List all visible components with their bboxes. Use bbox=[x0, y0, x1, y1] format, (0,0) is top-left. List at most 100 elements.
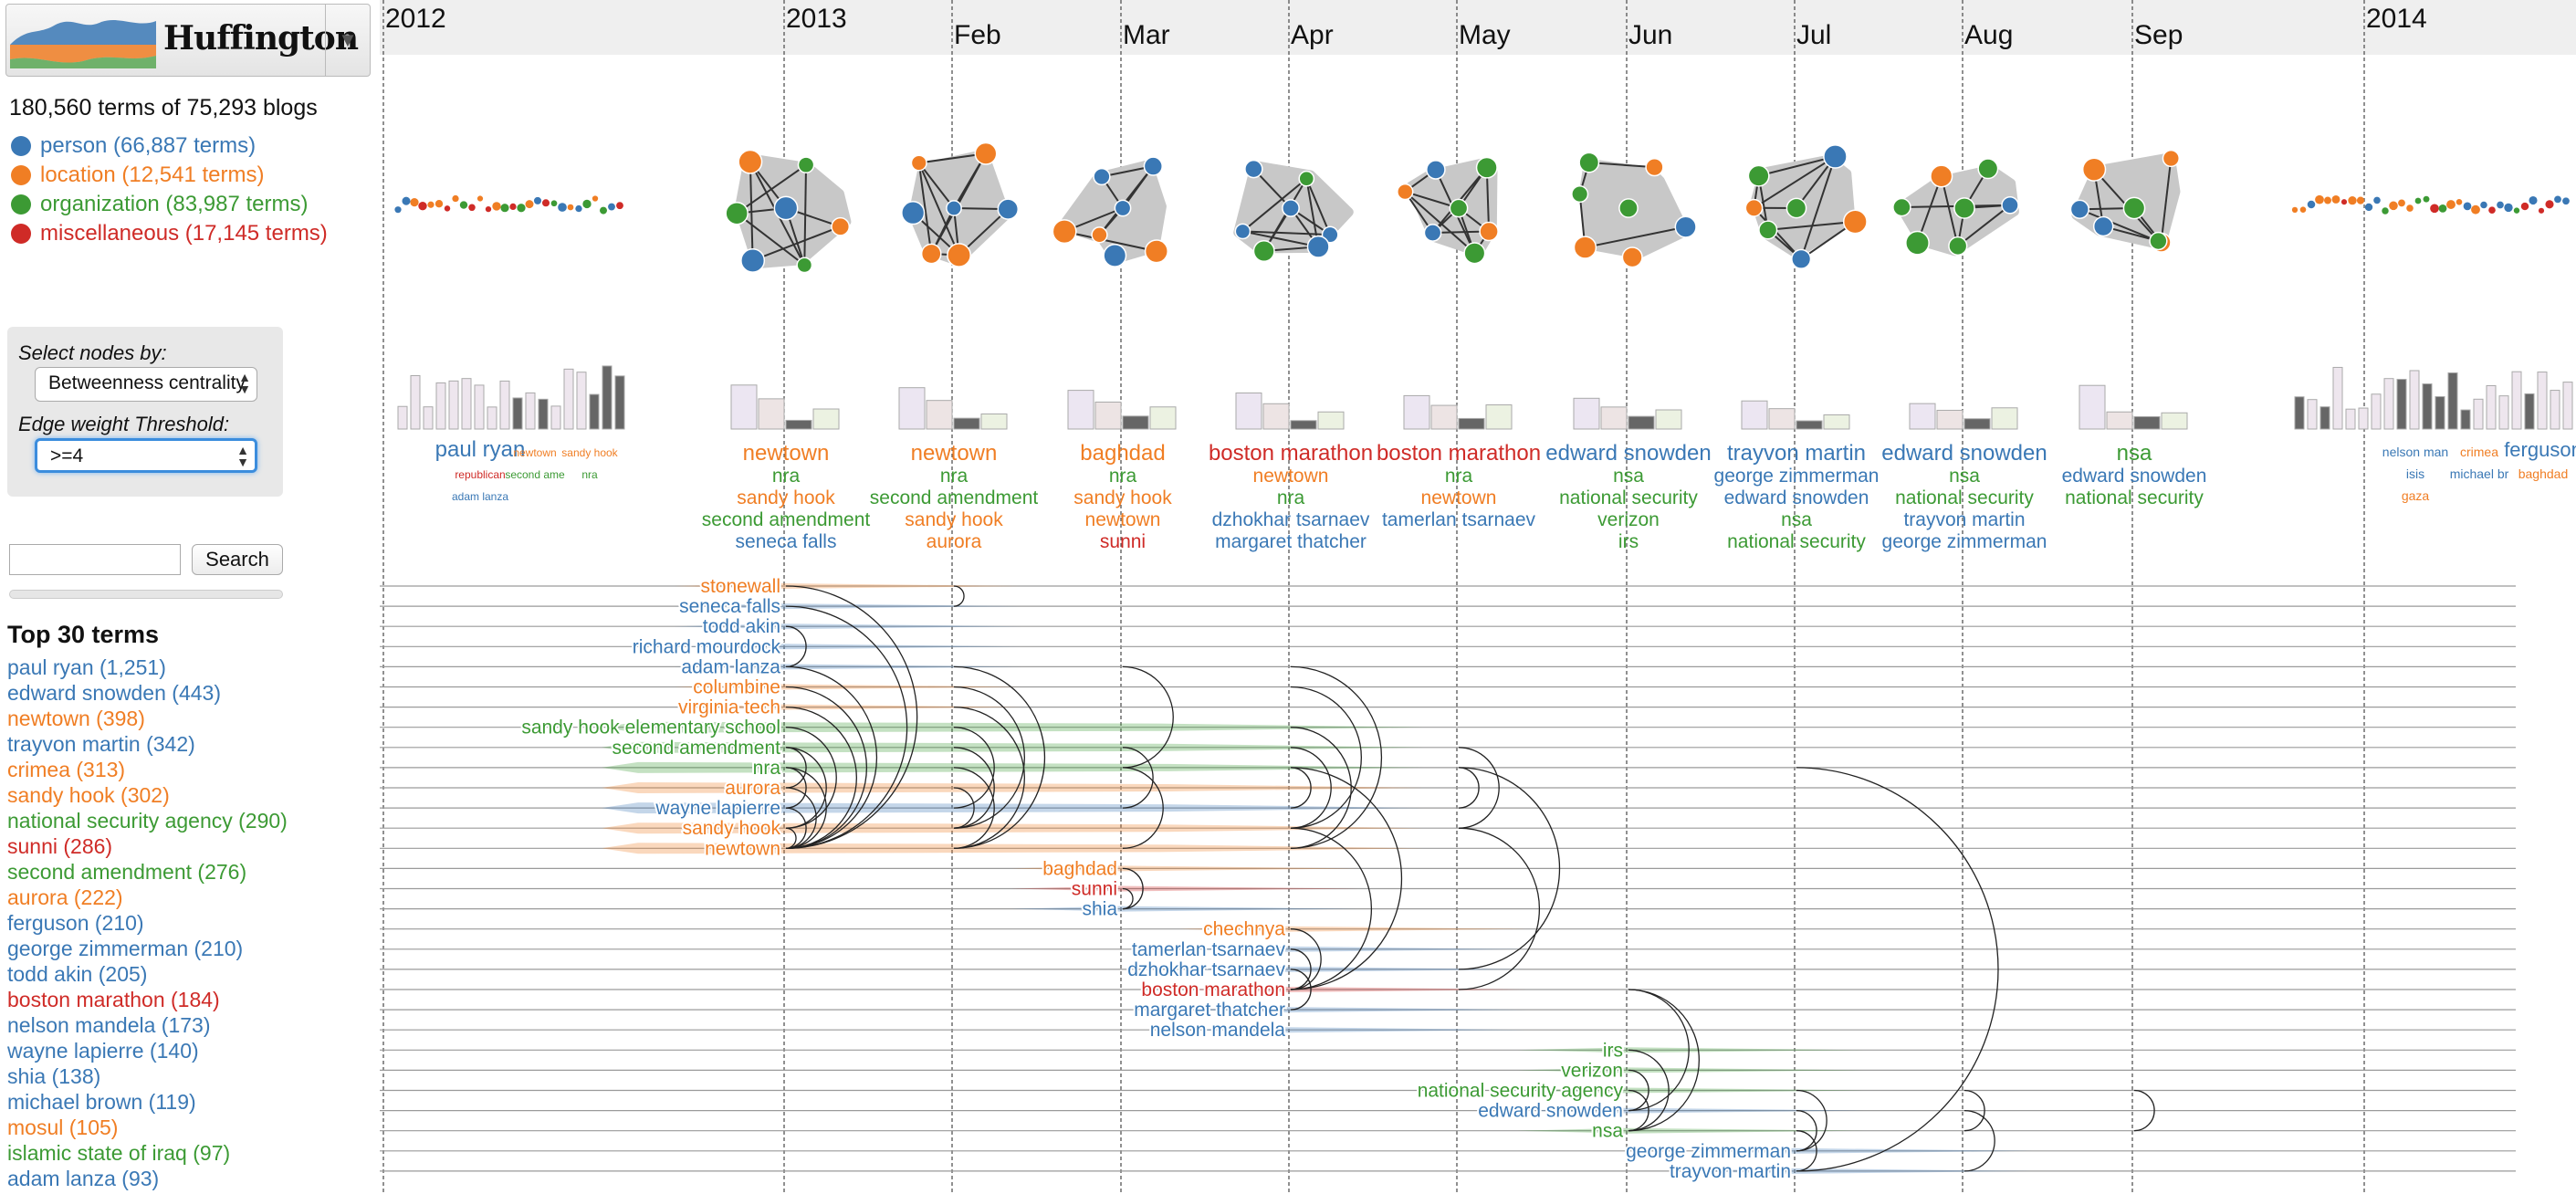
side-term: nra bbox=[581, 468, 598, 481]
term-stream bbox=[602, 822, 1423, 834]
period-bar bbox=[1991, 407, 2018, 430]
cooccurrence-arc bbox=[785, 747, 827, 829]
top-term-item[interactable]: sandy hook (302) bbox=[7, 783, 170, 807]
top-term-item[interactable]: sunni (286) bbox=[7, 834, 113, 858]
network-node bbox=[2081, 157, 2107, 182]
mini-node bbox=[533, 196, 542, 204]
network-node bbox=[725, 201, 749, 225]
term-stream bbox=[1179, 946, 1526, 952]
period-term: tamerlan tsarnaev bbox=[1382, 509, 1536, 530]
source-selector[interactable]: Huffington ▼ bbox=[5, 4, 371, 77]
term-row-label: margaret thatcher bbox=[1134, 1000, 1285, 1021]
network-node bbox=[1892, 197, 1911, 217]
period-term: edward snowden bbox=[1881, 441, 2047, 466]
top-term-item[interactable]: islamic state of iraq (97) bbox=[7, 1141, 231, 1165]
top-term-item[interactable]: paul ryan (1,251) bbox=[7, 655, 166, 679]
term-stream bbox=[1179, 1027, 1526, 1033]
mini-bar bbox=[550, 405, 561, 430]
period-term: trayvon martin bbox=[1903, 509, 2025, 530]
mini-node bbox=[2520, 202, 2529, 211]
timeline-canvas[interactable]: 2012 2013 2014 Feb Mar Apr May Jun Jul Aug Sep newt… bbox=[380, 0, 2576, 1194]
term-row-label: nra bbox=[753, 758, 781, 779]
network-node bbox=[2162, 149, 2180, 168]
miscellaneous-dot-icon bbox=[11, 224, 31, 244]
cooccurrence-arc bbox=[1458, 827, 1541, 990]
person-dot-icon bbox=[11, 136, 31, 156]
cooccurrence-arc bbox=[1796, 1130, 1817, 1172]
search-button[interactable]: Search bbox=[192, 544, 283, 575]
term-stream bbox=[1517, 1107, 1864, 1114]
mini-node bbox=[2315, 194, 2324, 204]
mini-node bbox=[2423, 195, 2430, 203]
mini-node bbox=[418, 201, 427, 211]
top-term-item[interactable]: national security agency (290) bbox=[7, 809, 288, 833]
top-terms-title: Top 30 terms bbox=[7, 621, 160, 648]
term-stream bbox=[1517, 1127, 1864, 1134]
period-bar bbox=[953, 417, 980, 430]
period-network bbox=[725, 149, 852, 430]
top-term-item[interactable]: newtown (398) bbox=[7, 707, 145, 730]
network-node bbox=[1423, 224, 1442, 242]
mini-node bbox=[600, 206, 607, 215]
network-node bbox=[1244, 159, 1263, 179]
cooccurrence-arc bbox=[785, 605, 908, 849]
network-node bbox=[1785, 197, 1807, 219]
top-term-item[interactable]: trayvon martin (342) bbox=[7, 732, 195, 756]
mini-bar bbox=[2307, 399, 2318, 430]
period-term: nsa bbox=[1613, 466, 1644, 487]
cooccurrence-arc bbox=[785, 585, 918, 849]
period-term: newtown bbox=[911, 441, 998, 466]
top-term-item[interactable]: aurora (222) bbox=[7, 885, 123, 909]
mini-bar bbox=[2358, 407, 2369, 430]
side-term: nelson man bbox=[2382, 445, 2448, 459]
top-term-item[interactable]: boston marathon (184) bbox=[7, 988, 220, 1011]
network-node bbox=[1953, 197, 1975, 219]
mini-node bbox=[492, 202, 501, 211]
term-row-label: newtown bbox=[705, 838, 780, 859]
term-row-label: chechnya bbox=[1203, 919, 1285, 940]
top-term-item[interactable]: ferguson (210) bbox=[7, 911, 144, 935]
mini-node bbox=[2340, 199, 2348, 205]
network-edge bbox=[1241, 177, 1307, 233]
mini-bar bbox=[2562, 382, 2573, 430]
period-term: sunni bbox=[1100, 531, 1146, 552]
top-term-item[interactable]: wayne lapierre (140) bbox=[7, 1039, 199, 1063]
mini-node bbox=[2414, 197, 2422, 204]
mini-bar bbox=[2460, 409, 2471, 430]
period-term: aurora bbox=[927, 531, 982, 552]
period-term: national security bbox=[1727, 531, 1866, 552]
chevron-down-icon[interactable]: ▼ bbox=[325, 5, 370, 76]
month-label: Mar bbox=[1123, 20, 1170, 50]
top-term-item[interactable]: todd akin (205) bbox=[7, 962, 148, 986]
period-network bbox=[1741, 144, 1868, 430]
period-term: national security bbox=[1559, 487, 1698, 508]
top-term-item[interactable]: crimea (313) bbox=[7, 758, 126, 781]
month-label: Apr bbox=[1291, 20, 1334, 50]
top-term-item[interactable]: shia (138) bbox=[7, 1064, 101, 1088]
network-node bbox=[1144, 239, 1168, 264]
top-term-item[interactable]: mosul (105) bbox=[7, 1115, 119, 1139]
top-term-item[interactable]: adam lanza (93) bbox=[7, 1167, 160, 1190]
search-input[interactable] bbox=[9, 544, 181, 575]
mini-node bbox=[2554, 195, 2561, 204]
select-nodes-dropdown[interactable]: Betweenness centrality ▲ ▼ bbox=[35, 367, 257, 402]
top-term-item[interactable]: edward snowden (443) bbox=[7, 681, 221, 705]
timeline-visualization[interactable]: 2012 2013 2014 Feb Mar Apr May Jun Jul Aug Sep newt… bbox=[380, 0, 2576, 1194]
top-term-item[interactable]: nelson mandela (173) bbox=[7, 1013, 211, 1037]
mini-node bbox=[468, 204, 476, 212]
mini-bar bbox=[2371, 393, 2382, 430]
period-bar bbox=[1936, 409, 1963, 430]
period-term: newtown bbox=[1421, 487, 1497, 508]
cooccurrence-arc bbox=[1628, 1069, 1649, 1112]
top-term-item[interactable]: second amendment (276) bbox=[7, 860, 247, 884]
cooccurrence-arc bbox=[1290, 727, 1352, 849]
cooccurrence-arc bbox=[785, 747, 807, 789]
side-term: baghdad bbox=[2518, 466, 2569, 481]
network-node bbox=[1571, 185, 1589, 204]
top-term-item[interactable]: michael brown (119) bbox=[7, 1090, 196, 1114]
edge-threshold-dropdown[interactable]: >=4 ▲ ▼ bbox=[35, 438, 257, 473]
network-edge bbox=[2160, 158, 2173, 243]
term-stream bbox=[1011, 906, 1358, 912]
mini-node bbox=[608, 203, 615, 211]
top-term-item[interactable]: george zimmerman (210) bbox=[7, 937, 244, 960]
